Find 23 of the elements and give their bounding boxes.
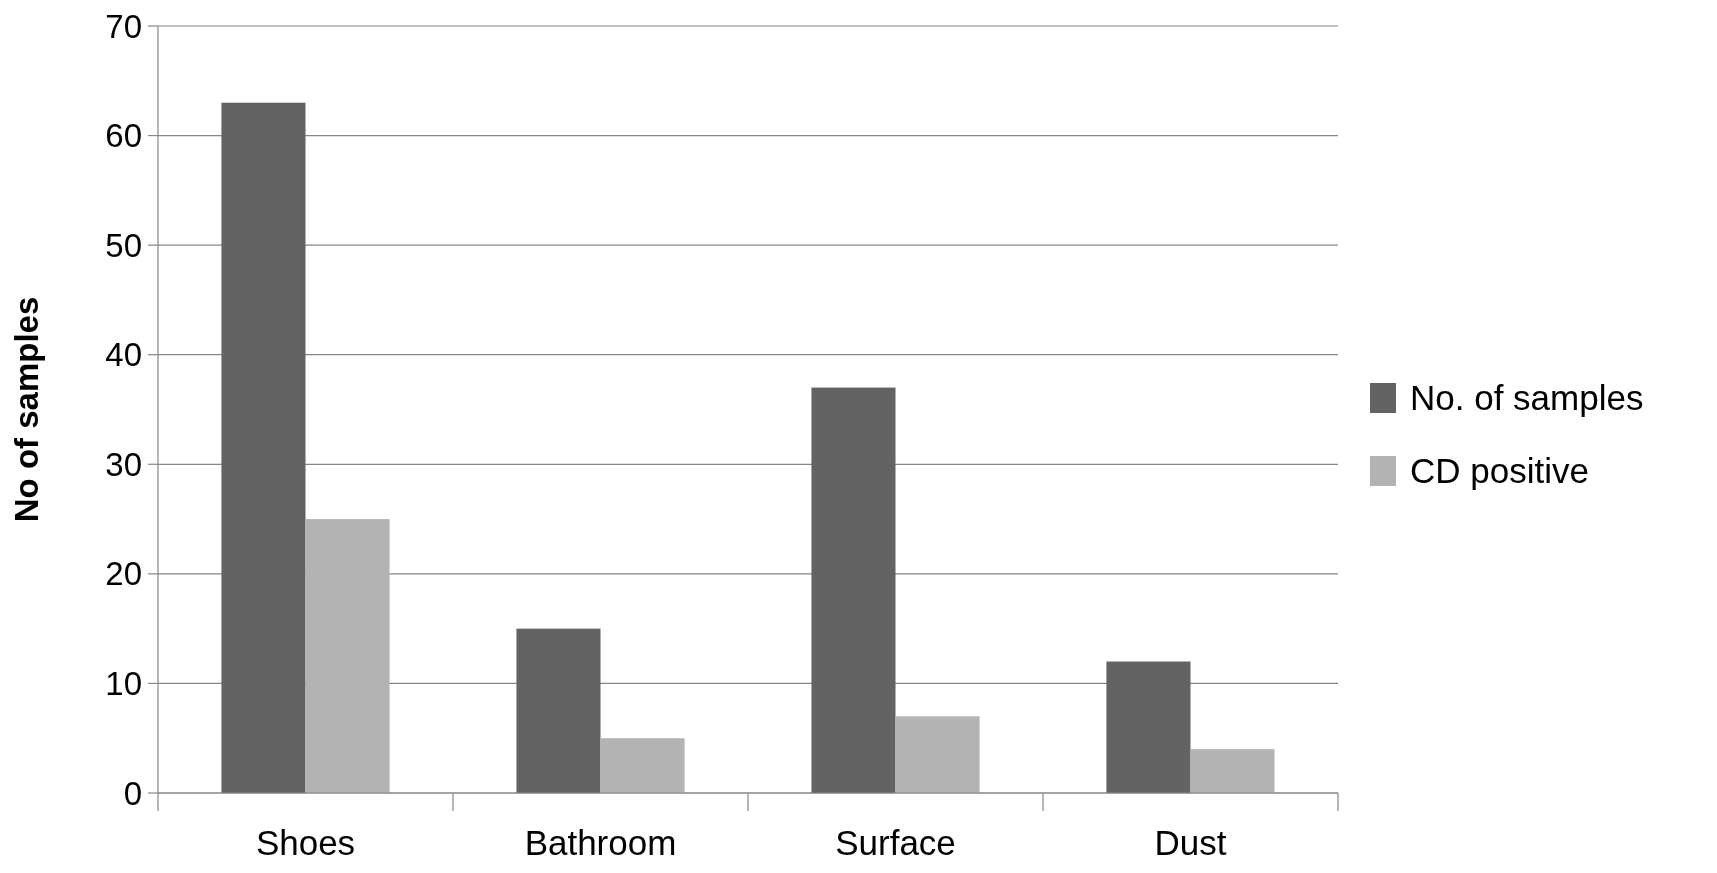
bar [305, 519, 390, 793]
y-tick-label: 30 [105, 445, 142, 483]
y-tick-label: 70 [105, 7, 142, 45]
x-tick-label: Shoes [255, 823, 356, 862]
x-tick-label: Bathroom [524, 823, 677, 862]
bar [811, 387, 896, 793]
x-tick-label: Surface [835, 823, 956, 862]
y-tick-label: 20 [105, 555, 142, 593]
bar [1106, 661, 1191, 793]
y-tick-label: 0 [123, 774, 142, 812]
bar [221, 102, 306, 793]
x-tick-label: Dust [1154, 823, 1227, 862]
y-tick-label: 60 [105, 117, 142, 155]
y-tick-label: 40 [105, 336, 142, 374]
legend-label: No. of samples [1410, 378, 1644, 418]
y-tick-label: 10 [105, 664, 142, 702]
bar [895, 716, 980, 793]
y-axis-title: No of samples [8, 296, 45, 523]
bar [600, 738, 685, 793]
y-tick-label: 50 [105, 226, 142, 264]
bar [1190, 749, 1275, 793]
legend-label: CD positive [1410, 451, 1589, 491]
bar [516, 628, 601, 793]
